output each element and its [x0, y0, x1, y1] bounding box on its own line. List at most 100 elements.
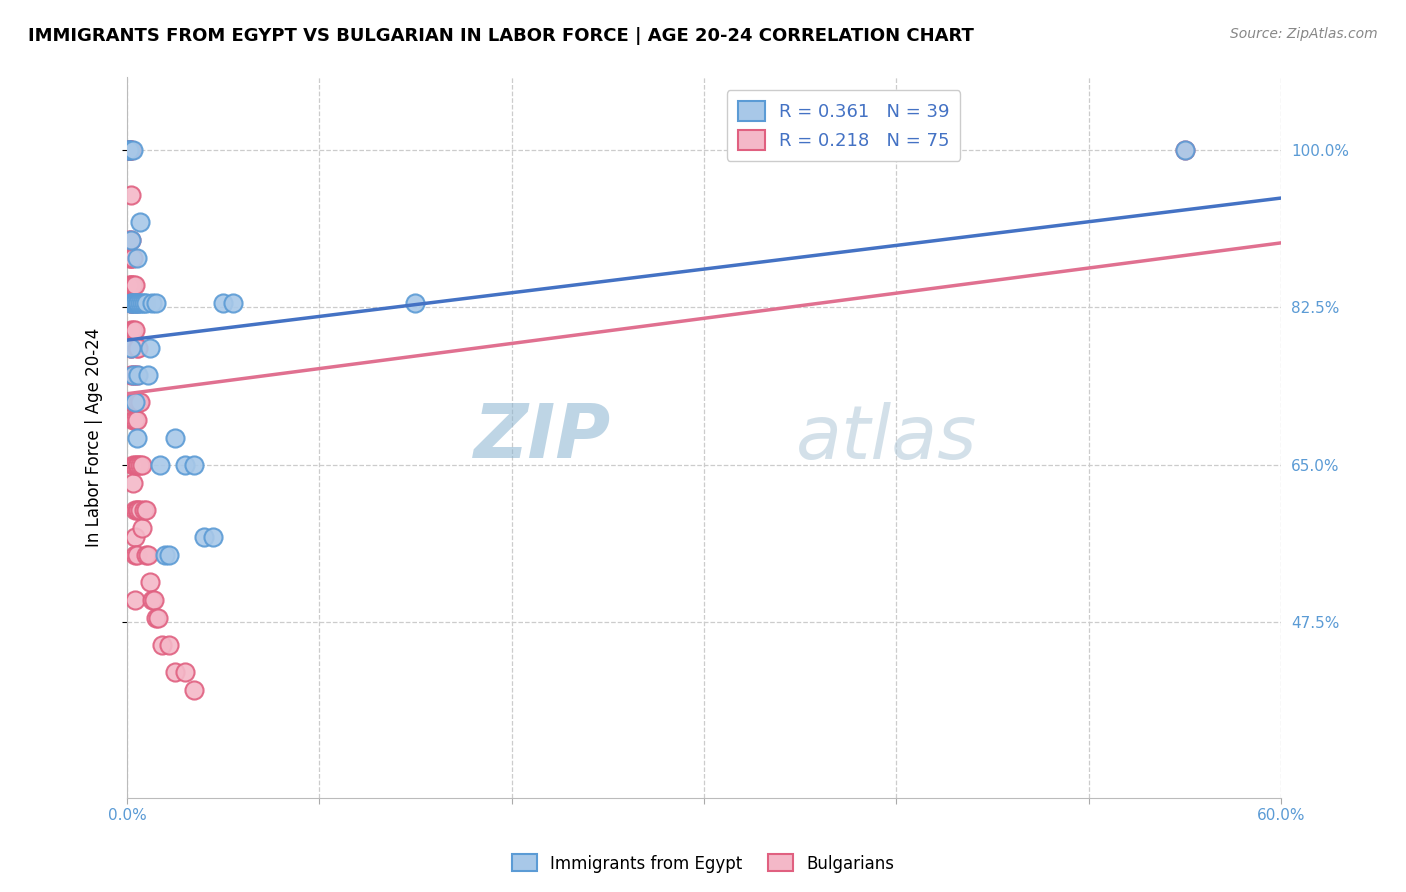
Point [212, 295, 235, 310]
Point [127, 458, 149, 472]
Point [139, 341, 162, 355]
Point [120, 143, 142, 157]
Point [149, 458, 172, 472]
Point [125, 413, 148, 427]
Point [120, 295, 142, 310]
Point [173, 458, 195, 472]
Point [155, 548, 177, 562]
Point [118, 143, 141, 157]
Point [127, 503, 149, 517]
Point [150, 638, 173, 652]
Text: IMMIGRANTS FROM EGYPT VS BULGARIAN IN LABOR FORCE | AGE 20-24 CORRELATION CHART: IMMIGRANTS FROM EGYPT VS BULGARIAN IN LA… [28, 27, 974, 45]
Point [124, 295, 146, 310]
Point [124, 530, 146, 544]
Point [129, 394, 152, 409]
Text: Source: ZipAtlas.com: Source: ZipAtlas.com [1230, 27, 1378, 41]
Point [141, 593, 163, 607]
Point [121, 143, 143, 157]
Point [135, 548, 157, 562]
Point [135, 503, 157, 517]
Text: ZIP: ZIP [474, 401, 612, 475]
Point [183, 683, 205, 698]
Point [136, 548, 159, 562]
Point [1174, 143, 1197, 157]
Point [124, 548, 146, 562]
Point [125, 341, 148, 355]
Text: atlas: atlas [796, 401, 977, 474]
Point [157, 548, 180, 562]
Point [129, 458, 152, 472]
Point [125, 368, 148, 382]
Point [125, 458, 148, 472]
Point [124, 394, 146, 409]
Point [146, 611, 169, 625]
Point [118, 143, 141, 157]
Point [124, 295, 146, 310]
Point [120, 277, 142, 292]
Point [129, 214, 152, 228]
Point [139, 574, 162, 589]
Point [121, 394, 143, 409]
Point [120, 251, 142, 265]
Point [127, 295, 149, 310]
Point [142, 593, 165, 607]
Point [120, 341, 142, 355]
Point [124, 277, 146, 292]
Point [125, 295, 148, 310]
Point [183, 458, 205, 472]
Point [145, 611, 167, 625]
Point [118, 143, 141, 157]
Point [1174, 143, 1197, 157]
Point [135, 295, 157, 310]
Point [124, 323, 146, 337]
Point [120, 323, 142, 337]
Point [118, 277, 141, 292]
Point [120, 295, 142, 310]
Point [120, 368, 142, 382]
Point [118, 143, 141, 157]
Point [124, 593, 146, 607]
Point [121, 458, 143, 472]
Point [118, 143, 141, 157]
Point [163, 431, 186, 445]
Point [120, 187, 142, 202]
Point [125, 295, 148, 310]
Point [141, 295, 163, 310]
Point [173, 665, 195, 679]
Point [127, 394, 149, 409]
Point [124, 368, 146, 382]
Point [124, 458, 146, 472]
Point [118, 233, 141, 247]
Point [134, 503, 156, 517]
Point [124, 413, 146, 427]
Point [121, 475, 143, 490]
Point [121, 368, 143, 382]
Point [120, 394, 142, 409]
Point [404, 295, 426, 310]
Point [120, 295, 142, 310]
Point [121, 368, 143, 382]
Point [131, 521, 153, 535]
Point [202, 530, 225, 544]
Point [121, 323, 143, 337]
Point [125, 431, 148, 445]
Point [120, 295, 142, 310]
Point [121, 295, 143, 310]
Legend: R = 0.361   N = 39, R = 0.218   N = 75: R = 0.361 N = 39, R = 0.218 N = 75 [727, 90, 960, 161]
Point [125, 251, 148, 265]
Point [118, 143, 141, 157]
Point [120, 277, 142, 292]
Point [118, 143, 141, 157]
Point [118, 143, 141, 157]
Point [136, 368, 159, 382]
Legend: Immigrants from Egypt, Bulgarians: Immigrants from Egypt, Bulgarians [505, 847, 901, 880]
Point [157, 638, 180, 652]
Point [125, 548, 148, 562]
Point [134, 295, 156, 310]
Point [127, 368, 149, 382]
Point [118, 143, 141, 157]
Point [129, 295, 152, 310]
Point [120, 341, 142, 355]
Point [125, 503, 148, 517]
Point [222, 295, 245, 310]
